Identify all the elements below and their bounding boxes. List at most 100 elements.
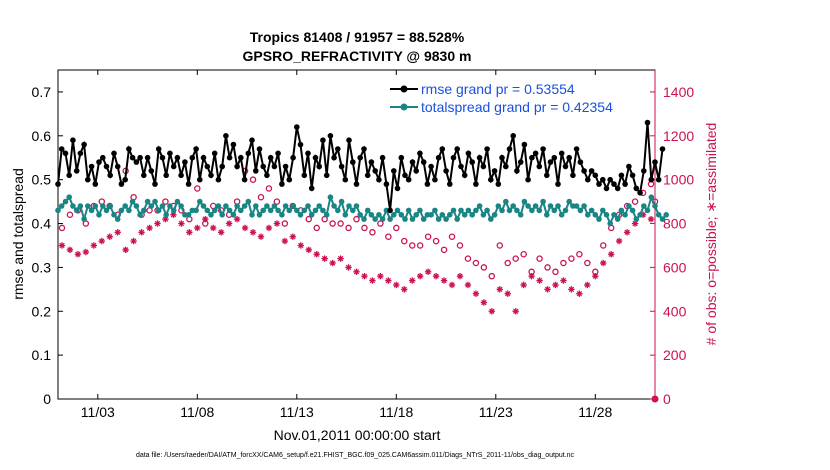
totalspread-point: [88, 207, 95, 214]
totalspread-point: [271, 203, 278, 209]
totalspread-point: [469, 212, 476, 218]
possible-obs-point: [369, 229, 376, 236]
asterisk-stroke: [377, 273, 384, 279]
y-tick-label-left: 0.1: [32, 347, 52, 363]
assimilated-obs-point: [265, 224, 273, 232]
asterisk-stroke: [497, 286, 503, 293]
assimilated-obs-point: [313, 251, 320, 258]
rmse-point: [488, 176, 494, 183]
totalspread-point: [155, 207, 162, 214]
x-tick-label: 11/23: [479, 404, 513, 420]
assimilated-obs-point: [488, 308, 496, 315]
rmse-point: [368, 159, 375, 165]
assimilated-obs-point: [82, 248, 90, 256]
rmse-point: [320, 137, 326, 143]
totalspread-point: [641, 203, 647, 209]
totalspread-point: [226, 207, 233, 214]
rmse-point: [614, 185, 621, 192]
asterisk-stroke: [520, 282, 527, 288]
asterisk-stroke: [91, 242, 97, 249]
assimilated-obs-point: [297, 242, 304, 249]
rmse-point: [405, 176, 412, 183]
possible-obs-point: [536, 255, 543, 262]
assimilated-obs-point: [552, 281, 559, 289]
chart-title-line1: Tropics 81408 / 91957 = 88.528%: [250, 29, 465, 45]
rmse-point: [469, 159, 476, 165]
possible-obs-point: [58, 224, 66, 232]
possible-obs-point: [162, 198, 169, 205]
rmse-point: [566, 154, 572, 161]
rmse-point: [536, 163, 543, 170]
totalspread-point: [118, 207, 125, 214]
rmse-point: [282, 163, 289, 170]
y-tick-label-left: 0.6: [32, 128, 52, 144]
totalspread-point: [618, 207, 625, 214]
totalspread-point: [443, 216, 449, 222]
rmse-point: [570, 172, 576, 179]
rmse-point: [185, 181, 192, 187]
rmse-point: [327, 133, 334, 139]
totalspread-point: [290, 203, 296, 209]
asterisk-stroke: [226, 220, 232, 227]
x-tick-label: 11/18: [379, 404, 413, 420]
asterisk-stroke: [528, 273, 535, 279]
totalspread-point: [405, 207, 412, 214]
rmse-point: [376, 176, 382, 183]
totalspread-point: [461, 212, 468, 218]
totalspread-point: [648, 194, 655, 200]
rmse-point: [391, 168, 397, 174]
rmse-point: [428, 163, 434, 170]
rmse-point: [435, 154, 442, 161]
possible-obs-point: [377, 220, 384, 227]
assimilated-obs-point: [615, 237, 623, 245]
rmse-point: [155, 146, 162, 152]
totalspread-point: [260, 207, 267, 214]
totalspread-point: [428, 212, 434, 218]
possible-obs-point: [456, 242, 464, 249]
rmse-point: [447, 181, 453, 187]
totalspread-point: [521, 198, 528, 205]
assimilated-obs-point: [608, 251, 615, 258]
possible-obs-point: [464, 255, 472, 262]
totalspread-point: [525, 203, 531, 209]
totalspread-point: [394, 207, 401, 214]
possible-obs-point: [631, 198, 639, 205]
rmse-point: [241, 176, 248, 183]
totalspread-point: [491, 212, 498, 218]
totalspread-point: [577, 207, 584, 214]
totalspread-point: [540, 198, 546, 205]
totalspread-point: [372, 216, 379, 222]
assimilated-obs-point: [241, 224, 249, 232]
rmse-point: [297, 141, 304, 148]
totalspread-point: [66, 194, 72, 200]
assimilated-obs-point: [393, 281, 400, 289]
totalspread-point: [253, 203, 259, 209]
rmse-point: [118, 181, 125, 187]
rmse-point: [655, 176, 662, 183]
asterisk-stroke: [449, 282, 455, 288]
totalspread-point: [100, 203, 106, 209]
asterisk-stroke: [146, 225, 153, 231]
totalspread-point: [167, 203, 173, 209]
assimilated-obs-point: [90, 242, 98, 249]
rmse-point: [577, 159, 584, 165]
assimilated-obs-point: [544, 286, 551, 293]
asterisk-stroke: [584, 282, 591, 288]
rmse-point: [506, 146, 513, 152]
legend-rmse-marker: [400, 85, 408, 93]
totalspread-point: [223, 203, 229, 209]
rmse-point: [148, 168, 155, 174]
totalspread-point: [81, 216, 87, 222]
footer-datafile: data file: /Users/raeder/DAI/ATM_forcXX/…: [136, 452, 575, 459]
rmse-point: [503, 163, 509, 170]
assimilated-obs-point: [584, 281, 591, 289]
rmse-point: [55, 181, 61, 187]
rmse-point: [182, 159, 188, 165]
rmse-point: [618, 172, 625, 179]
asterisk-stroke: [115, 229, 121, 236]
assimilated-obs-point: [401, 286, 408, 293]
asterisk-stroke: [433, 273, 439, 279]
totalspread-point: [611, 212, 617, 218]
rmse-point: [193, 146, 199, 152]
rmse-point: [85, 176, 91, 183]
